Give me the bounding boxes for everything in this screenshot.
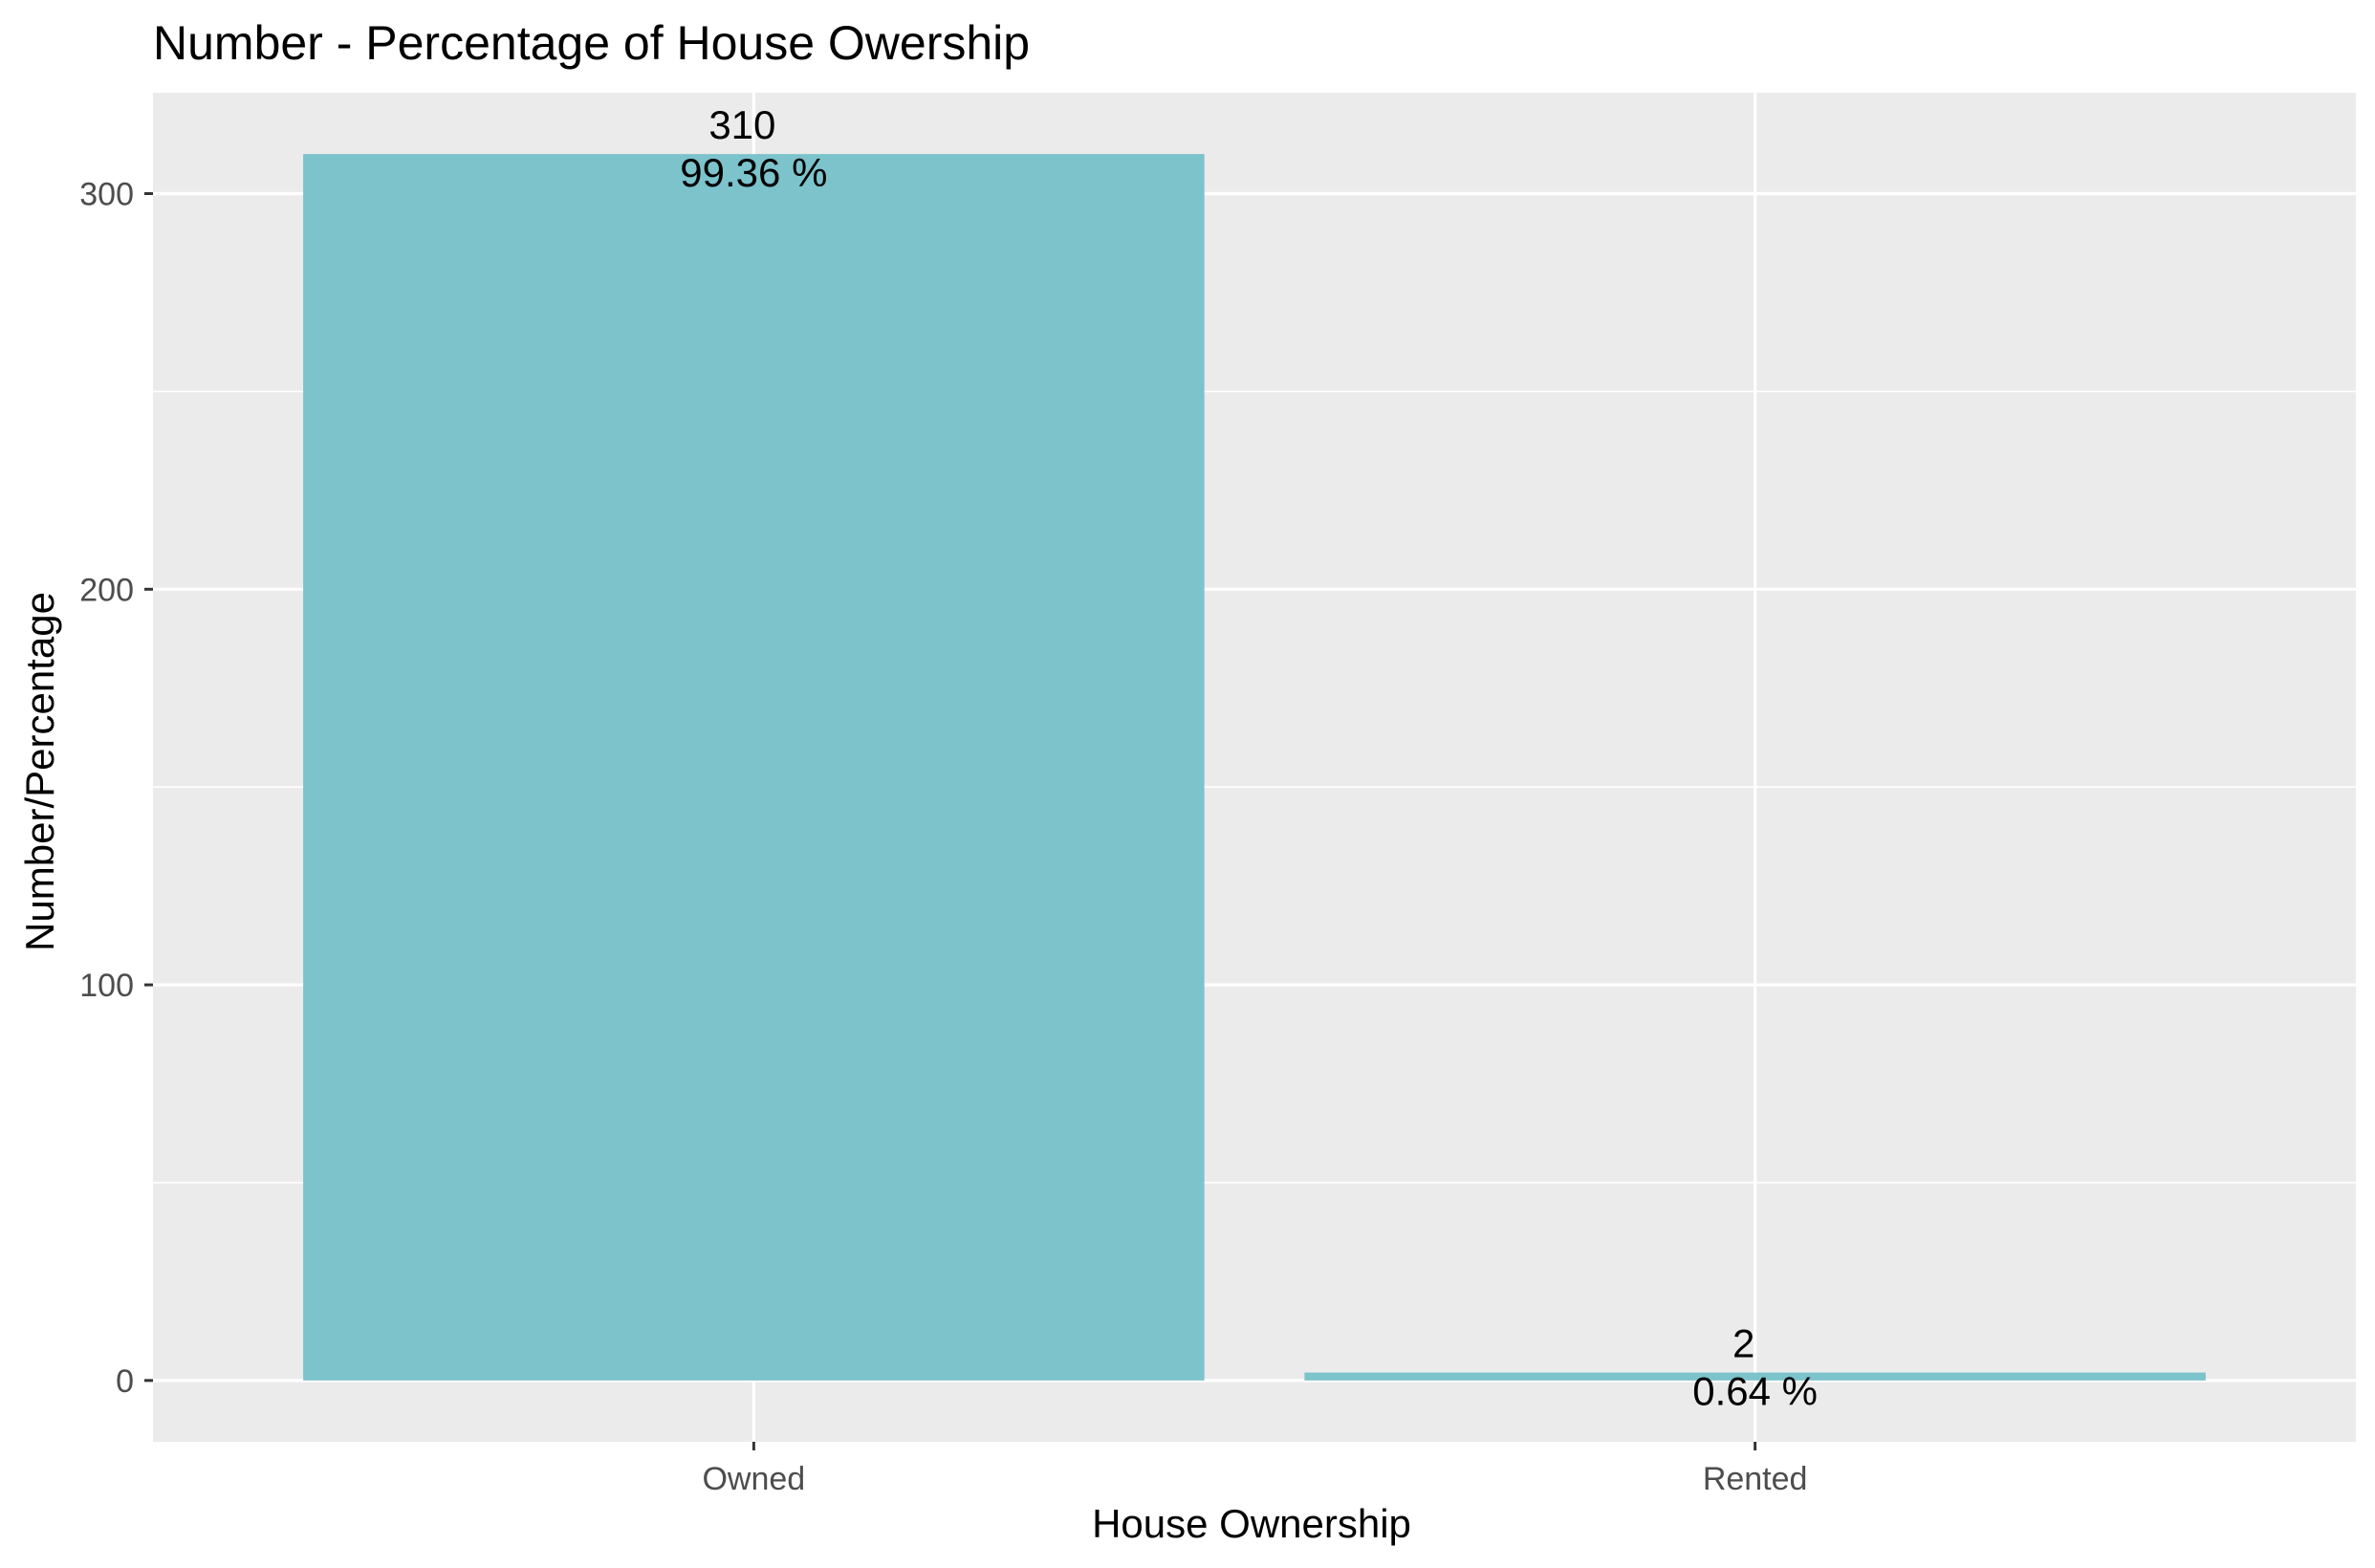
percent-label: 0.64 % [1692,1369,1818,1414]
y-axis-title: Number/Percentage [17,592,62,951]
x-tick-label: Owned [702,1461,805,1497]
chart-title: Number - Percentage of House Owership [153,16,1030,70]
x-axis-title: House Ownership [1092,1501,1411,1546]
x-tick-label: Rented [1703,1461,1808,1497]
y-tick-label: 100 [79,968,134,1004]
value-label: 2 [1732,1321,1754,1366]
percent-label: 99.36 % [680,150,827,195]
bar-rented [1304,1372,2206,1381]
y-tick-label: 200 [79,572,134,608]
bars [303,154,2206,1381]
value-label: 310 [708,102,775,147]
bar-owned [303,154,1205,1381]
y-tick-label: 300 [79,177,134,213]
y-tick-label: 0 [116,1363,134,1400]
axes: 0 100 200 300 Owned Rented [79,177,1807,1497]
